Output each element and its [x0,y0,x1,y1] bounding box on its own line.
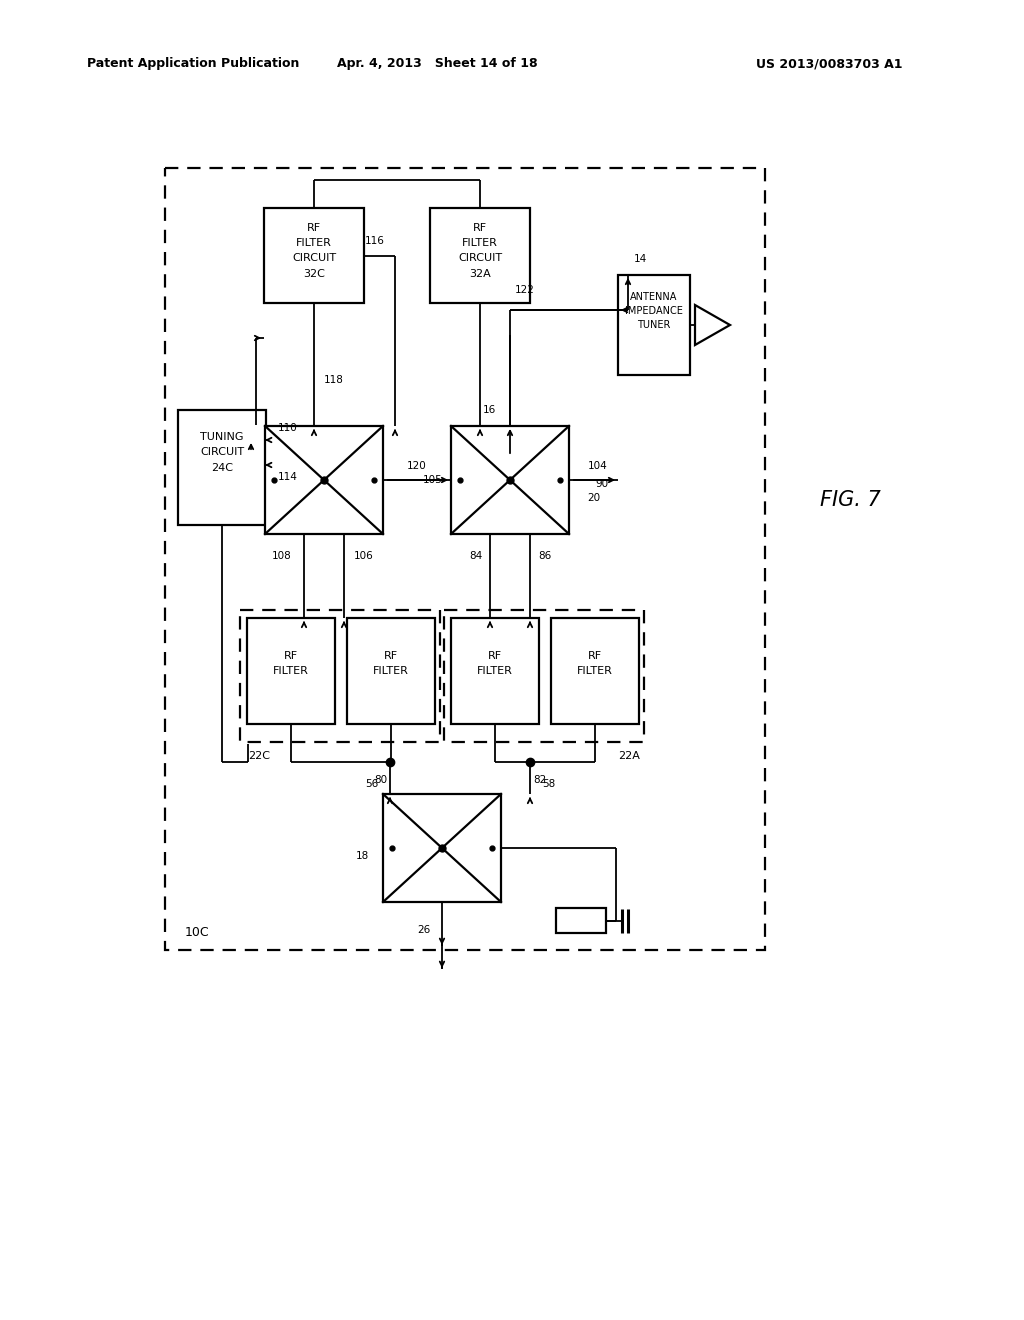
Text: 16: 16 [482,405,496,414]
Text: ANTENNA: ANTENNA [631,292,678,302]
Text: 58: 58 [542,779,555,789]
Text: 108: 108 [272,550,292,561]
Text: 20: 20 [587,492,600,503]
Text: 80: 80 [374,775,387,785]
Text: Apr. 4, 2013   Sheet 14 of 18: Apr. 4, 2013 Sheet 14 of 18 [337,58,538,70]
Bar [556,908,606,933]
Text: RF: RF [284,651,298,661]
Text: 114: 114 [278,473,298,482]
Text: TUNING: TUNING [201,432,244,442]
Text: US 2013/0083703 A1: US 2013/0083703 A1 [756,58,902,70]
Bar [265,426,383,535]
Text: CIRCUIT: CIRCUIT [200,447,244,457]
Text: 10C: 10C [185,925,210,939]
Text: FIG. 7: FIG. 7 [820,490,881,510]
Text: 105: 105 [423,475,443,484]
Text: 90: 90 [595,479,608,488]
Text: 118: 118 [324,375,344,385]
Bar [247,618,335,723]
Bar [444,610,644,742]
Text: 86: 86 [538,550,551,561]
Text: IMPEDANCE: IMPEDANCE [625,306,683,315]
Bar [383,795,501,902]
Text: RF: RF [588,651,602,661]
Text: 122: 122 [515,285,535,294]
Text: 22C: 22C [248,751,270,762]
Bar [264,209,364,304]
Bar [451,426,569,535]
Text: CIRCUIT: CIRCUIT [458,253,502,263]
Text: 56: 56 [365,779,378,789]
Bar [618,275,690,375]
Text: FILTER: FILTER [296,238,332,248]
Bar [551,618,639,723]
Text: 32A: 32A [469,269,490,279]
Text: RF: RF [488,651,502,661]
Text: CIRCUIT: CIRCUIT [292,253,336,263]
Bar [347,618,435,723]
Text: 104: 104 [588,461,608,471]
Text: 14: 14 [634,253,646,264]
Text: TUNER: TUNER [637,319,671,330]
Text: 84: 84 [469,550,482,561]
Text: FILTER: FILTER [373,667,409,676]
Text: FILTER: FILTER [273,667,309,676]
Text: 22A: 22A [618,751,640,762]
Text: 110: 110 [278,422,298,433]
Text: RF: RF [473,223,487,234]
Text: 24C: 24C [211,463,233,473]
Text: RF: RF [307,223,322,234]
Text: 120: 120 [408,461,427,471]
Text: FILTER: FILTER [578,667,613,676]
Text: 32C: 32C [303,269,325,279]
Text: 116: 116 [366,236,385,247]
Text: RF: RF [384,651,398,661]
Text: 106: 106 [354,550,374,561]
Bar [178,411,266,525]
Text: 18: 18 [355,851,369,861]
Text: FILTER: FILTER [462,238,498,248]
Bar [240,610,440,742]
Bar [165,168,765,950]
Text: Patent Application Publication: Patent Application Publication [87,58,299,70]
Bar [451,618,539,723]
Bar [430,209,530,304]
Text: 82: 82 [534,775,546,785]
Text: 26: 26 [417,925,430,935]
Text: FILTER: FILTER [477,667,513,676]
